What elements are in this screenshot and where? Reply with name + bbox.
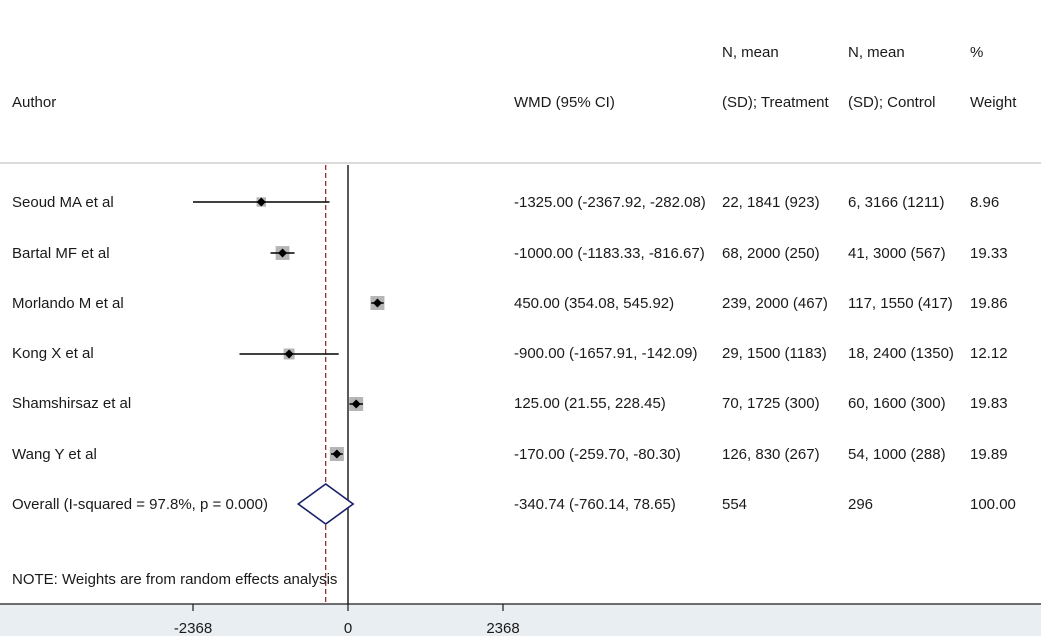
header-effect: WMD (95% CI) [514, 94, 615, 111]
note-text: NOTE: Weights are from random effects an… [12, 571, 338, 588]
header-control-line2: (SD); Control [848, 94, 936, 111]
header-author: Author [12, 94, 57, 111]
study-author: Shamshirsaz et al [12, 395, 132, 412]
x-tick-label: 2368 [486, 620, 520, 637]
overall-weight: 100.00 [970, 496, 1016, 513]
study-control: 6, 3166 (1211) [848, 194, 945, 211]
x-tick-label: 0 [343, 620, 353, 637]
overall-control: 296 [848, 496, 874, 513]
study-treatment: 239, 2000 (467) [722, 295, 828, 312]
study-weight: 19.33 [970, 245, 1008, 262]
study-control: 54, 1000 (288) [848, 446, 946, 463]
study-author: Morlando M et al [12, 295, 124, 312]
header-treatment-line1: N, mean [722, 44, 779, 61]
study-weight: 12.12 [970, 345, 1008, 362]
study-ci-text: 450.00 (354.08, 545.92) [514, 295, 675, 312]
overall-ci-text: -340.74 (-760.14, 78.65) [514, 496, 676, 513]
study-treatment: 68, 2000 (250) [722, 245, 820, 262]
study-weight: 8.96 [970, 194, 1000, 211]
overall-diamond [296, 483, 355, 525]
study-treatment: 70, 1725 (300) [722, 395, 820, 412]
x-tick-label: -2368 [173, 620, 213, 637]
overall-treatment: 554 [722, 496, 748, 513]
study-control: 41, 3000 (567) [848, 245, 946, 262]
study-treatment: 22, 1841 (923) [722, 194, 820, 211]
study-control: 18, 2400 (1350) [848, 345, 954, 362]
study-ci-text: -170.00 (-259.70, -80.30) [514, 446, 681, 463]
study-point-marker [284, 349, 294, 359]
study-control: 117, 1550 (417) [848, 295, 953, 312]
study-point-marker [332, 449, 342, 459]
study-point-marker [278, 248, 288, 258]
study-point-marker [351, 399, 361, 409]
study-weight: 19.86 [970, 295, 1008, 312]
study-ci-text: 125.00 (21.55, 228.45) [514, 395, 666, 412]
study-author: Bartal MF et al [12, 245, 110, 262]
study-point-marker [372, 298, 382, 308]
study-author: Wang Y et al [12, 446, 97, 463]
study-ci-text: -1325.00 (-2367.92, -282.08) [514, 194, 706, 211]
header-weight-line1: % [970, 44, 984, 61]
study-control: 60, 1600 (300) [848, 395, 946, 412]
header-control-line1: N, mean [848, 44, 905, 61]
study-point-marker [256, 197, 266, 207]
header-weight-line2: Weight [970, 94, 1017, 111]
header-treatment-line2: (SD); Treatment [722, 94, 829, 111]
footer-band [0, 604, 1041, 636]
study-ci-text: -1000.00 (-1183.33, -816.67) [514, 245, 705, 262]
study-ci-text: -900.00 (-1657.91, -142.09) [514, 345, 698, 362]
overall-label: Overall (I-squared = 97.8%, p = 0.000) [12, 496, 268, 513]
study-author: Seoud MA et al [12, 194, 114, 211]
study-author: Kong X et al [12, 345, 94, 362]
study-weight: 19.89 [970, 446, 1008, 463]
study-weight: 19.83 [970, 395, 1008, 412]
study-treatment: 29, 1500 (1183) [722, 345, 827, 362]
study-treatment: 126, 830 (267) [722, 446, 820, 463]
